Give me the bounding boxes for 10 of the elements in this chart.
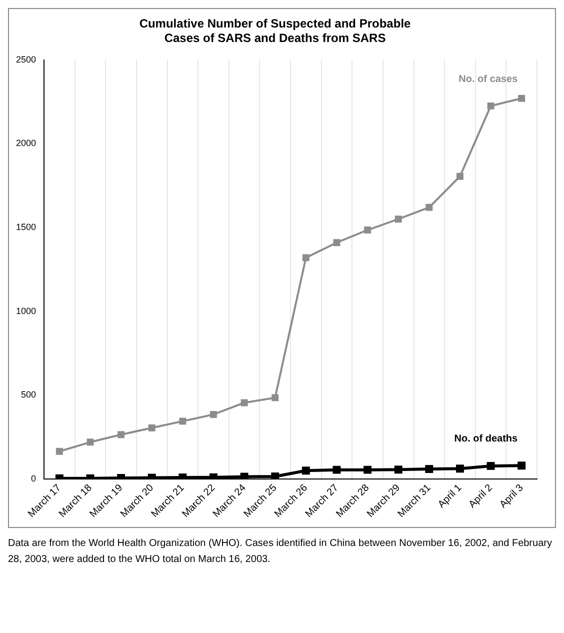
y-tick-label: 0 (31, 474, 36, 484)
y-tick-label: 2000 (16, 138, 36, 148)
text: Data are from the World Health Organization (WHO). Cases identified in China between November 16, 2002, and February 28, 2003, were added to the WHO total on March 16, 2003. (8, 537, 553, 567)
y-tick-label: 500 (20, 390, 36, 400)
series-label: No. of cases (458, 74, 518, 86)
chart-title: Cumulative Number of Suspected and Probable Cases of SARS and Deaths from SARS (139, 16, 412, 45)
series-label: No. of deaths (454, 433, 518, 444)
y-tick-label: 1500 (16, 222, 36, 232)
y-tick-label: 2500 (16, 54, 36, 64)
y-tick-label: 1000 (16, 306, 36, 316)
